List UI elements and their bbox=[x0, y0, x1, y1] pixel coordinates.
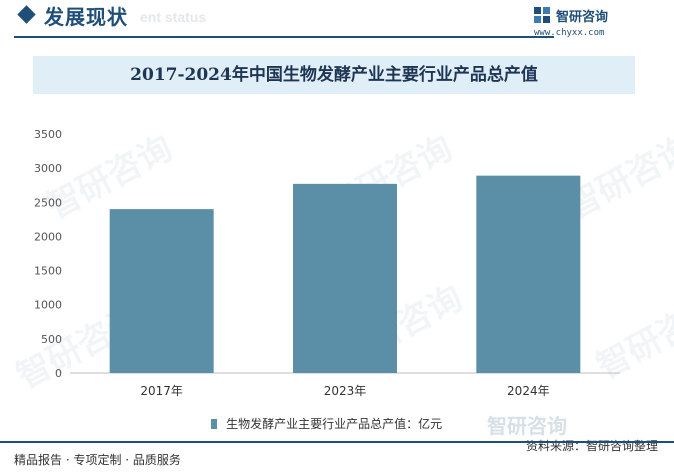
y-tick-label: 0 bbox=[55, 367, 62, 380]
section-subtitle: ent status bbox=[140, 9, 207, 25]
y-tick-label: 500 bbox=[41, 333, 62, 346]
brand-name: 智研咨询 bbox=[556, 10, 609, 25]
bar bbox=[476, 175, 581, 373]
source-note: 资料来源：智研咨询整理 bbox=[525, 439, 658, 453]
header-divider bbox=[14, 36, 554, 38]
bottom-brand-watermark: 智研咨询 bbox=[487, 414, 567, 438]
y-tick-label: 1000 bbox=[34, 299, 62, 312]
x-tick-label: 2024年 bbox=[507, 384, 550, 398]
bar bbox=[293, 183, 397, 373]
y-tick-label: 1500 bbox=[34, 265, 62, 278]
y-tick-label: 2500 bbox=[34, 196, 62, 209]
brand: 智研咨询 www.chyxx.com bbox=[534, 6, 644, 38]
chart-title: 2017-2024年中国生物发酵产业主要行业产品总产值 bbox=[130, 65, 538, 85]
chart-legend: 生物发酵产业主要行业产品总产值：亿元 bbox=[211, 413, 443, 431]
chart-title-banner: 2017-2024年中国生物发酵产业主要行业产品总产值 bbox=[33, 56, 635, 94]
page-header: ent status 发展现状 智研咨询 www.chyxx.com bbox=[0, 0, 674, 44]
y-tick-label: 3000 bbox=[34, 162, 62, 175]
footer-divider bbox=[0, 441, 674, 443]
legend-swatch bbox=[211, 418, 217, 429]
brand-logo-icon bbox=[534, 7, 550, 23]
section-title: 发展现状 bbox=[44, 5, 128, 29]
brand-url: www.chyxx.com bbox=[534, 28, 605, 38]
footer-tagline: 精品报告 · 专项定制 · 品质服务 bbox=[14, 453, 181, 467]
y-tick-label: 3500 bbox=[34, 128, 62, 141]
y-tick-label: 2000 bbox=[34, 230, 62, 243]
legend-label: 生物发酵产业主要行业产品总产值：亿元 bbox=[226, 417, 443, 431]
x-tick-label: 2023年 bbox=[324, 384, 367, 398]
bar bbox=[109, 209, 214, 373]
x-tick-label: 2017年 bbox=[140, 384, 183, 398]
